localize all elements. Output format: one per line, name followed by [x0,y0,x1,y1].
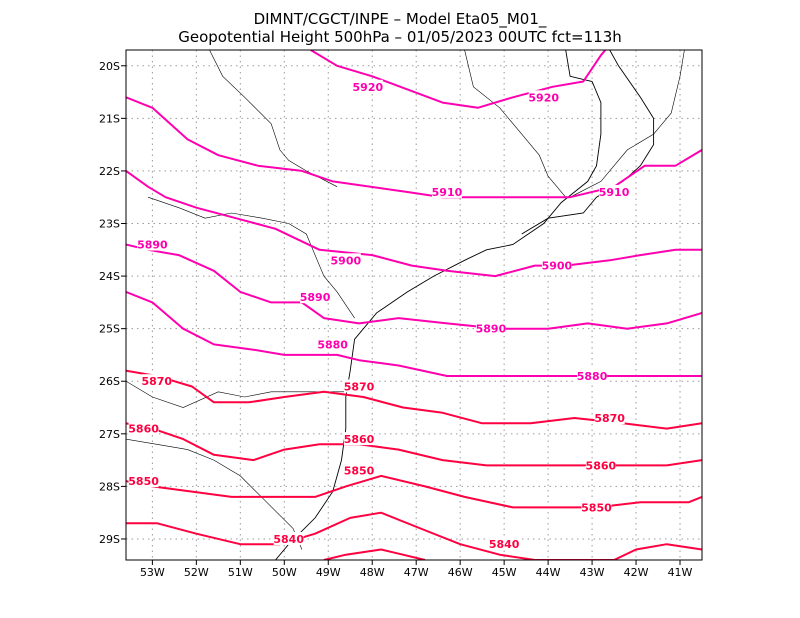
state-border [147,196,355,319]
contour-label: 5850 [581,501,612,514]
height-contours [126,50,702,560]
y-tick-label: 24S [99,270,120,283]
contour-label-bg [137,237,168,251]
contour-label: 5910 [432,186,463,199]
geographic-lines [126,50,685,560]
contour-5900 [126,170,702,278]
contour-5840 [126,511,702,560]
state-border [126,438,303,550]
contour-label: 5870 [141,375,172,388]
contour-label: 5850 [344,465,375,478]
y-tick-label: 28S [99,480,120,493]
x-tick-label: 51W [228,566,253,579]
x-tick-label: 42W [624,566,649,579]
x-tick-label: 43W [580,566,605,579]
y-tick-label: 21S [99,112,120,125]
x-tick-label: 44W [536,566,561,579]
contour-label-bg [594,411,625,425]
x-tick-label: 48W [360,566,385,579]
contour-label: 5890 [476,323,507,336]
contour-label-bg [489,537,520,551]
contour-label-bg [528,90,559,104]
contour-label: 5920 [353,81,384,94]
contour-label-bg [581,500,612,514]
contour-label: 5900 [542,260,573,273]
x-tick-label: 46W [448,566,473,579]
map-frame [125,49,703,561]
contour-label: 5860 [128,423,159,436]
contour-labels: 5920 5920 5910 5910 5900 5900 5890 5890 5890 5880… [128,79,630,551]
contour-label: 5860 [344,433,375,446]
contour-label-bg [317,337,348,351]
y-tick-label: 23S [99,218,120,231]
contour-label-bg [599,184,630,198]
contour-label: 5890 [137,239,168,252]
contour-label: 5860 [586,459,617,472]
coastline-east [521,50,655,235]
y-tick-label: 26S [99,375,120,388]
contour-label: 5880 [317,338,348,351]
contour-label-bg [300,290,331,304]
contour-label: 5890 [300,291,331,304]
contour-label-bg [273,531,304,545]
x-tick-label: 53W [140,566,165,579]
contour-label: 5880 [577,370,608,383]
contour-label: 5920 [528,91,559,104]
y-tick-label: 20S [99,60,120,73]
contour-label-bg [344,432,375,446]
x-tick-label: 49W [316,566,341,579]
contour-label-bg [577,368,608,382]
contour-label-bg [344,379,375,393]
contour-5880 [126,290,702,377]
contour-label-bg [585,458,616,472]
contour-5910 [126,96,702,199]
x-tick-label: 45W [492,566,517,579]
y-tick-label: 25S [99,323,120,336]
state-border [464,50,566,198]
contour-label: 5910 [599,186,630,199]
contour-label-bg [141,374,172,388]
contour-label-bg [475,321,506,335]
y-tick-label: 27S [99,428,120,441]
contour-label: 5840 [273,533,304,546]
state-border [569,50,685,198]
contour-label: 5900 [331,254,362,267]
contour-label-bg [344,463,375,477]
contour-label: 5870 [594,412,625,425]
coastline [126,50,602,560]
contour-label: 5870 [344,380,375,393]
contour-label-bg [330,253,361,267]
contour-label-bg [128,421,159,435]
contour-label-bg [352,79,383,93]
contour-5830 [323,548,426,560]
contour-label-bg [541,258,572,272]
x-tick-label: 52W [184,566,209,579]
contour-5890 [126,243,702,330]
y-tick-label: 22S [99,165,120,178]
title-line-1: DIMNT/CGCT/INPE – Model Eta05_M01_ [254,10,547,29]
contour-label-bg [128,474,159,488]
contour-label: 5840 [489,538,520,551]
x-tick-label: 41W [668,566,693,579]
contour-label-bg [431,184,462,198]
state-border [209,50,338,187]
contour-5850 [126,474,702,509]
contour-5920 [310,50,607,109]
title-line-2: Geopotential Height 500hPa – 01/05/2023 … [178,28,622,46]
contour-label: 5850 [128,475,159,488]
y-tick-label: 29S [99,533,120,546]
axis-ticks: 53W 52W 51W 50W 49W 48W 47W 46W 45W 44W 43W 42W 41W 2… [99,60,693,579]
x-tick-label: 47W [404,566,429,579]
x-tick-label: 50W [272,566,297,579]
